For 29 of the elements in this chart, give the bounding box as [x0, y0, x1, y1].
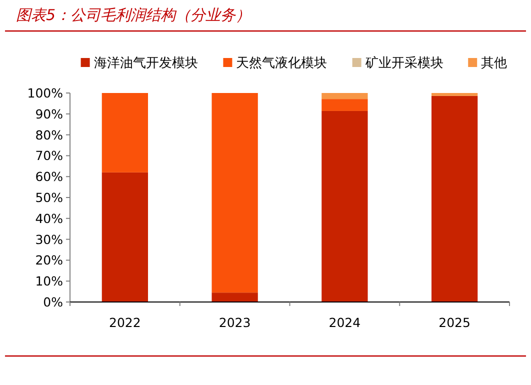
y-tick-label: 60% — [35, 169, 64, 184]
bar — [102, 93, 148, 172]
y-tick-label: 90% — [35, 106, 64, 122]
bar — [322, 93, 368, 100]
y-tick-label: 80% — [35, 127, 64, 142]
bar — [212, 93, 258, 293]
legend-label: 其他 — [481, 56, 508, 71]
legend-label: 天然气液化模块 — [236, 56, 328, 71]
bar — [431, 96, 478, 302]
x-tick-label: 2024 — [328, 315, 361, 330]
x-tick-label: 2025 — [438, 315, 470, 330]
y-tick-label: 20% — [35, 252, 64, 268]
bar — [322, 99, 368, 111]
title: 图表5：公司毛利润结构（分业务） — [16, 6, 251, 24]
bar — [322, 110, 368, 302]
y-tick-label: 40% — [35, 210, 64, 226]
legend-label: 海洋油气开发模块 — [94, 56, 198, 71]
y-tick-label: 0% — [43, 294, 64, 310]
legend-label: 矿业开采模块 — [364, 56, 444, 71]
y-tick-label: 100% — [27, 86, 64, 100]
bar — [431, 93, 478, 96]
x-tick-label: 2022 — [109, 315, 141, 330]
x-tick-label: 2023 — [218, 315, 251, 330]
bar — [102, 172, 148, 302]
bar — [212, 292, 258, 302]
y-tick-label: 10% — [35, 274, 64, 289]
y-tick-label: 70% — [35, 148, 64, 164]
y-tick-label: 30% — [35, 232, 64, 247]
y-tick-label: 50% — [35, 190, 64, 205]
